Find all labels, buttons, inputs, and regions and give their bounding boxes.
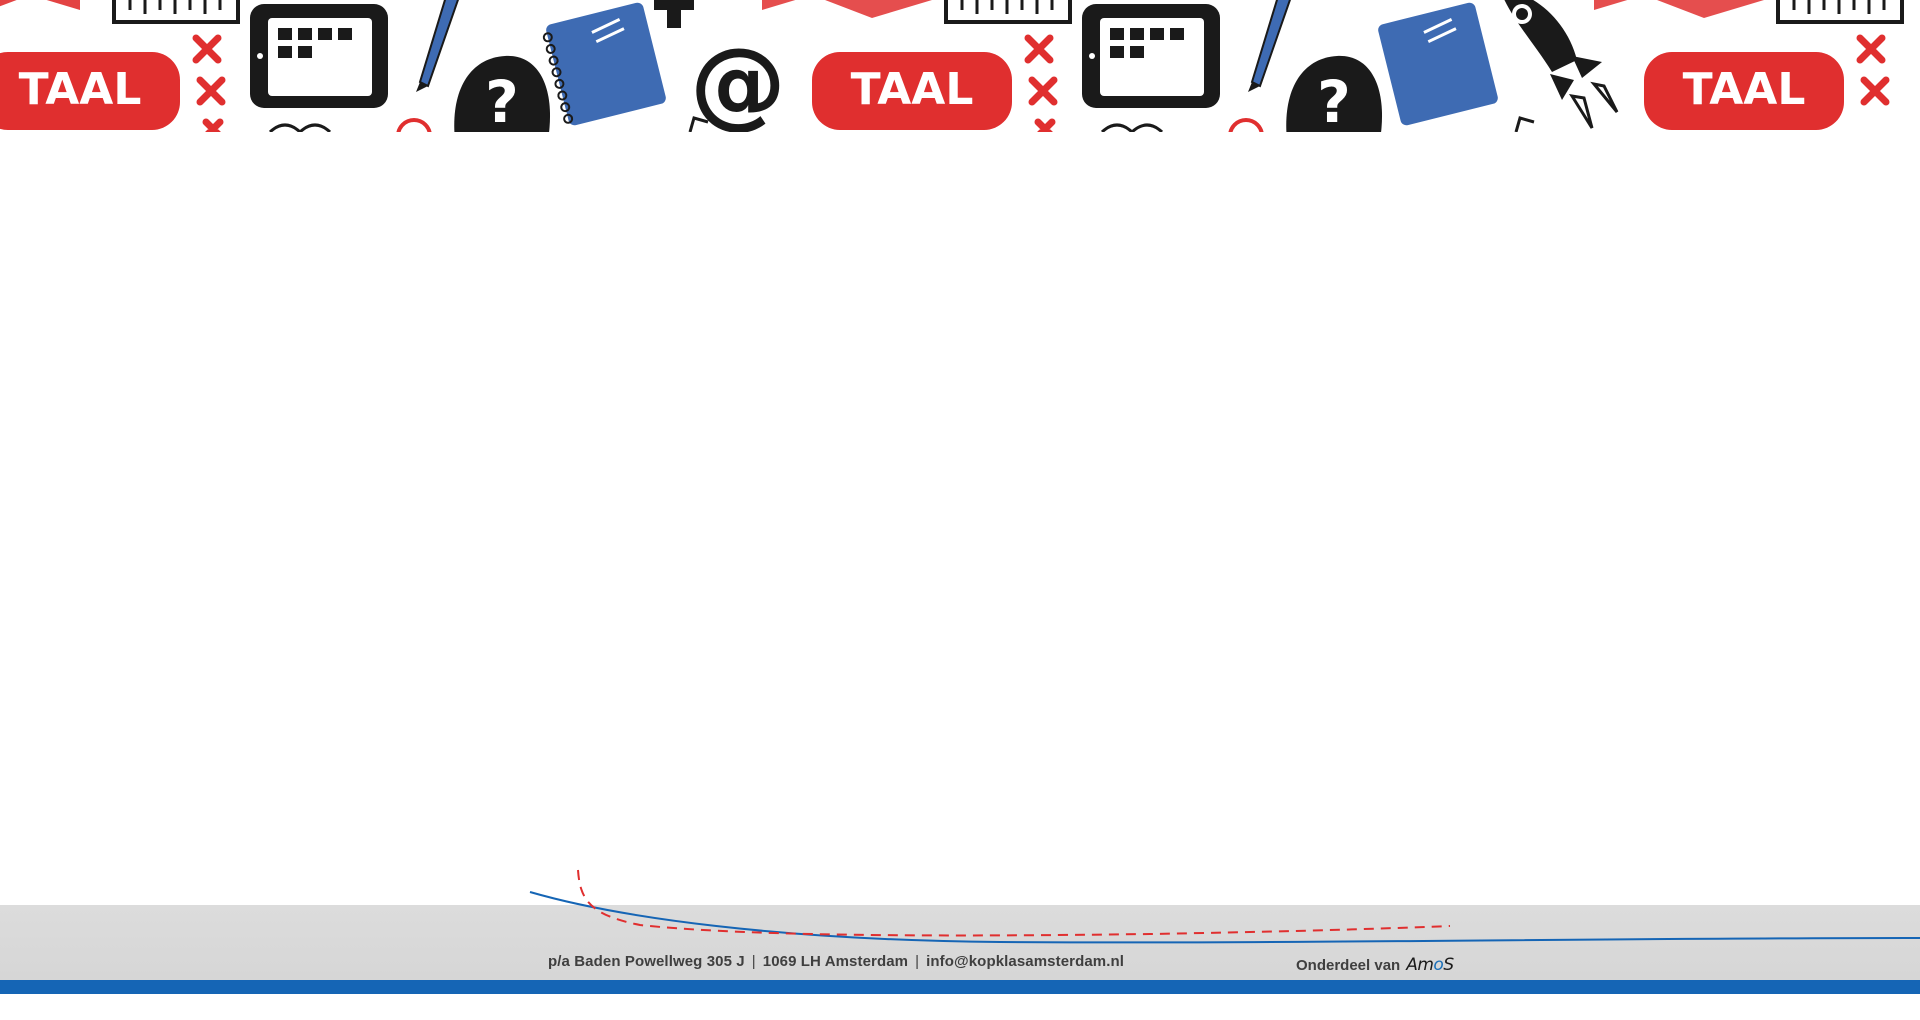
cross-marks-icon — [1024, 34, 1058, 132]
book-icon — [0, 0, 80, 10]
email-link[interactable]: info@kopklasamsterdam.nl — [926, 953, 1125, 970]
pen-icon — [1248, 0, 1291, 92]
header-banner: TAAL — [0, 0, 1920, 132]
book-icon — [762, 0, 932, 18]
ruler-icon — [112, 0, 240, 24]
plus-icon — [654, 0, 694, 28]
separator: | — [751, 953, 756, 970]
address-postcode-city: 1069 LH Amsterdam — [762, 953, 909, 970]
notebook-icon — [542, 2, 666, 126]
address-street: p/a Baden Powellweg 305 J — [548, 953, 745, 970]
banner-tile-3: TAAL — [1594, 0, 1904, 130]
pen-icon — [416, 0, 459, 92]
amos-logo[interactable]: AmoS — [1406, 955, 1454, 975]
banner-illustration: TAAL — [0, 0, 1904, 132]
red-dashed-swoosh-line — [577, 869, 1451, 937]
partner-label: Onderdeel van — [1296, 956, 1401, 974]
bottom-color-bar — [0, 980, 1920, 994]
book-icon — [1594, 0, 1764, 18]
footer-swoosh — [529, 869, 1920, 944]
footer-address: p/a Baden Powellweg 305 J | 1069 LH Amster… — [548, 953, 1124, 970]
svg-text:TAAL: TAAL — [1683, 64, 1806, 115]
question-bubble-icon: ? — [1286, 55, 1383, 132]
banner-tile-2: TAAL — [762, 0, 1619, 132]
doodle-marks — [268, 116, 1535, 132]
at-sign-icon: @ — [690, 27, 786, 132]
taal-badge-icon: TAAL — [812, 52, 1012, 130]
footer — [0, 905, 1920, 980]
tablet-icon — [1082, 4, 1220, 108]
ruler-icon — [1776, 0, 1904, 24]
question-bubble-icon: ? — [454, 55, 551, 132]
notebook-icon — [1378, 2, 1498, 126]
tablet-icon — [250, 4, 388, 108]
separator: | — [915, 953, 920, 970]
footer-partner: Onderdeel van AmoS — [1296, 955, 1454, 975]
cross-marks-icon — [1856, 34, 1890, 106]
taal-badge-icon: TAAL — [1644, 52, 1844, 130]
rocket-icon — [1504, 0, 1619, 129]
blue-swoosh-line — [529, 891, 1920, 944]
smiley-marks — [396, 118, 1264, 132]
svg-text:?: ? — [1317, 68, 1351, 132]
svg-text:TAAL: TAAL — [19, 64, 142, 115]
cross-marks-icon — [192, 34, 226, 132]
banner-tile-1: TAAL — [0, 0, 786, 132]
svg-text:TAAL: TAAL — [851, 64, 974, 115]
svg-text:?: ? — [485, 68, 519, 132]
taal-badge-icon: TAAL — [0, 52, 180, 130]
page-bottom-space — [0, 994, 1920, 1020]
content-area — [0, 132, 1920, 906]
ruler-icon — [944, 0, 1072, 24]
